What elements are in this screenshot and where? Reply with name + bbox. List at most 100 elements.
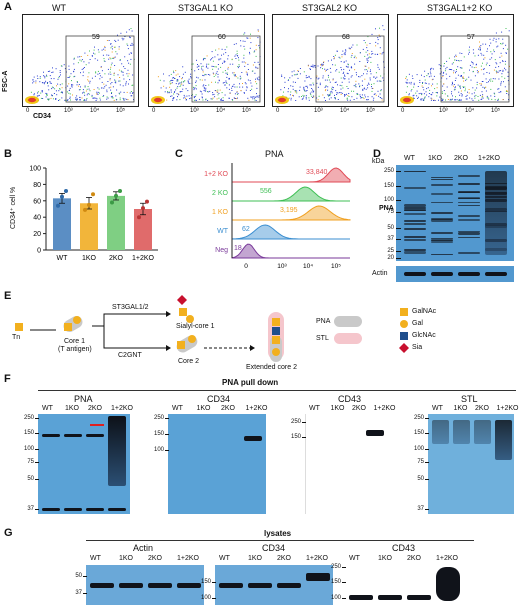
flow-tick-label: 10³ [64,108,73,114]
event-dot [45,80,47,82]
event-dot [220,58,222,60]
event-dot [226,74,228,75]
event-dot [312,64,314,66]
event-dot [248,99,250,101]
event-dot [100,66,102,68]
event-dot [165,87,167,89]
event-dot [299,73,301,75]
event-dot [187,90,189,92]
event-dot [115,95,117,97]
event-dot [110,58,112,60]
event-dot [405,77,407,79]
event-dot [497,45,499,47]
event-dot [106,89,108,91]
arrowhead [166,311,171,317]
event-dot [505,69,507,71]
event-dot [259,47,260,49]
event-dot [365,51,367,53]
lane-label: WT [172,405,183,412]
event-dot [218,59,220,61]
event-dot [432,78,434,80]
event-dot [451,93,452,95]
event-dot [327,94,329,96]
event-dot [84,100,86,101]
event-dot [459,52,461,54]
event-dot [194,87,196,89]
event-dot [61,92,63,94]
event-dot [233,97,235,99]
event-dot [229,92,231,94]
event-dot [243,33,245,35]
protein-band [458,204,480,207]
lane-label: 1KO [196,405,211,412]
event-dot [331,86,333,88]
event-dot [296,92,298,94]
event-dot [40,97,42,99]
event-dot [95,97,97,99]
event-dot [69,87,71,89]
event-dot [433,100,434,101]
event-dot [356,93,358,94]
event-dot [195,81,197,83]
event-dot [305,95,307,97]
event-dot [113,74,115,76]
event-dot [330,71,332,73]
event-dot [101,49,103,51]
event-dot [177,80,179,82]
event-dot [333,58,335,60]
event-dot [95,71,97,73]
event-dot [93,52,94,54]
kda-marker: 100 [153,447,164,453]
event-dot [347,99,349,101]
event-dot [451,69,453,71]
event-dot [82,75,84,77]
event-dot [243,92,245,94]
event-dot [201,79,203,81]
event-dot [476,87,478,89]
mfi-value: 556 [260,188,272,195]
event-dot [175,89,177,91]
event-dot [324,68,326,70]
event-dot [255,66,257,68]
blot-title: CD43 [392,543,416,553]
event-dot [461,95,463,97]
event-dot [486,62,488,64]
event-dot [204,79,206,81]
event-dot [84,52,86,54]
event-dot [128,73,130,75]
event-dot [132,84,134,86]
protein-band [404,209,426,211]
event-dot [423,76,425,78]
pull-down-title: PNA pull down [222,378,279,387]
event-dot [343,61,345,63]
event-dot [411,89,413,90]
event-dot [310,78,312,80]
event-dot [354,63,356,65]
event-dot [433,75,435,77]
event-dot [328,79,330,81]
event-dot [319,82,321,84]
event-dot [380,75,382,77]
event-dot [47,71,49,72]
event-dot [376,80,378,82]
kda-marker: 100 [413,446,424,452]
flow-tick-label: 10⁵ [116,108,126,114]
event-dot [328,98,330,100]
event-dot [335,90,337,92]
event-dot [125,81,127,83]
event-dot [334,64,336,66]
event-dot [195,99,197,101]
event-dot [328,76,329,78]
event-dot [122,71,124,73]
histogram-row-label: 2 KO [212,190,229,197]
event-dot [224,61,226,63]
event-dot [237,66,239,67]
event-dot [133,99,134,101]
event-dot [291,75,293,77]
event-dot [431,79,433,81]
protein-band [458,175,480,177]
event-dot [428,83,430,85]
event-dot [207,100,209,101]
event-dot [420,92,422,94]
hist-tick-label: 10³ [277,263,287,270]
